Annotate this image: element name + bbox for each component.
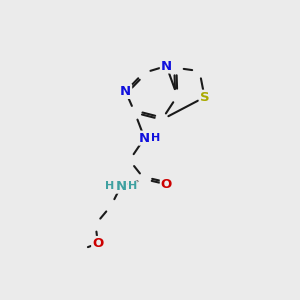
Text: N: N	[139, 132, 150, 145]
Text: H: H	[128, 181, 137, 191]
Text: N: N	[161, 59, 172, 73]
Text: H: H	[105, 181, 114, 191]
Text: O: O	[92, 237, 103, 250]
Text: S: S	[200, 91, 209, 104]
Text: N: N	[120, 85, 131, 98]
Text: O: O	[161, 178, 172, 191]
Text: H: H	[152, 133, 161, 143]
Text: N: N	[116, 180, 127, 193]
